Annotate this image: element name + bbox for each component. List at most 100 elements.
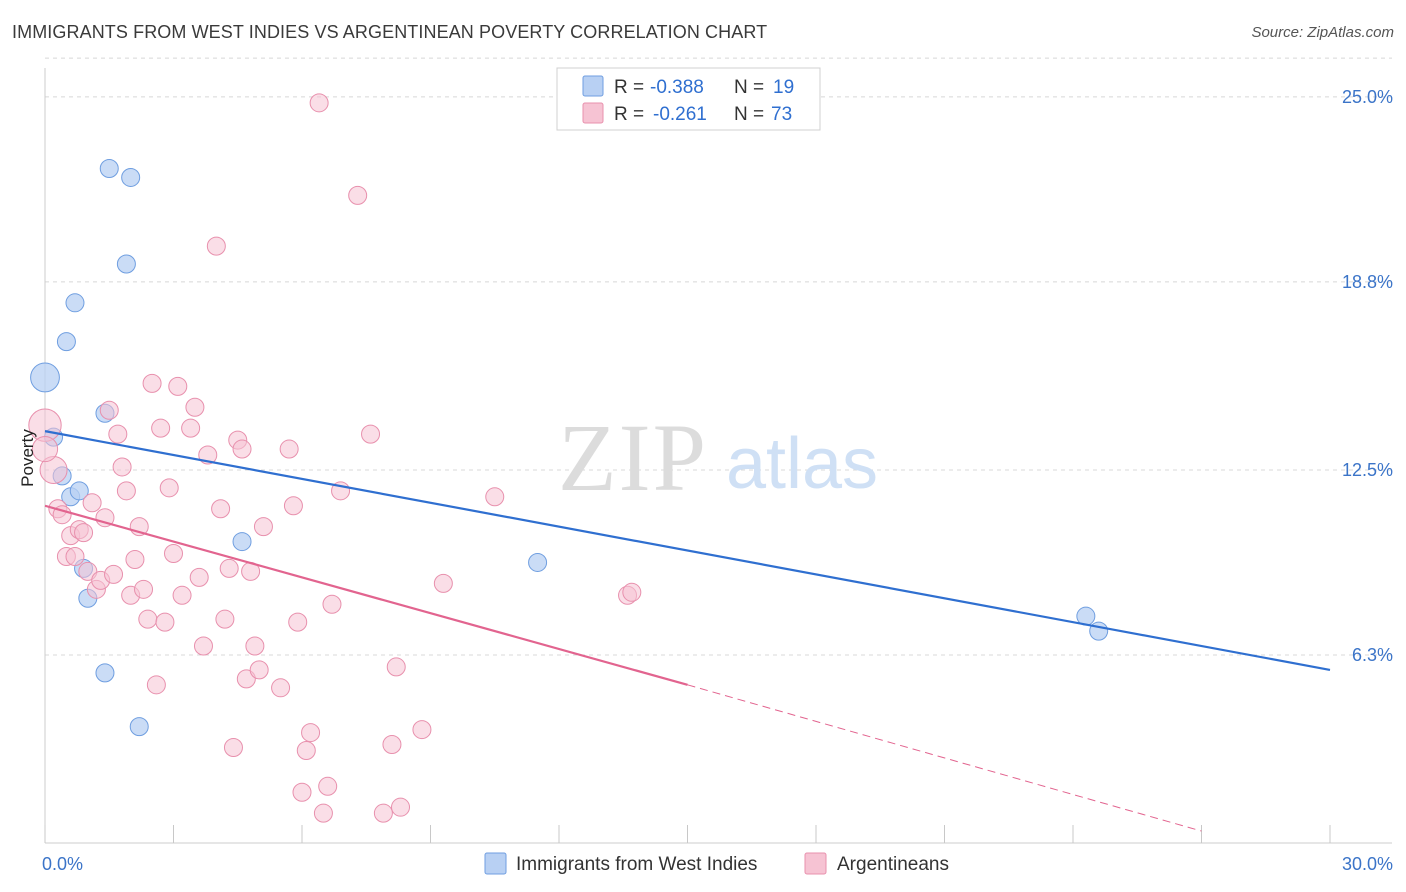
legend-n-value-1: 19	[773, 77, 794, 98]
west-indies-point-6	[69, 481, 89, 501]
west-indies-point-0	[30, 362, 60, 393]
bottom-legend-swatch-blue	[484, 852, 507, 875]
argentineans-point-38	[206, 236, 226, 256]
argentineans-point-40	[215, 609, 235, 629]
argentineans-point-44	[232, 439, 252, 459]
argentineans-point-36	[193, 636, 213, 656]
argentineans-point-39	[211, 499, 231, 519]
trend-layer	[44, 430, 1331, 832]
argentineans-point-34	[185, 397, 205, 417]
argentineans-point-15	[99, 400, 119, 420]
argentineans-point-19	[116, 481, 136, 501]
legend-n-label-1: N =	[734, 77, 764, 98]
argentineans-point-35	[189, 567, 209, 587]
argentineans-point-21	[125, 549, 145, 569]
bottom-legend-swatch-pink	[804, 852, 827, 875]
argentineans-point-28	[155, 612, 175, 632]
argentineans-point-59	[318, 776, 338, 796]
west-indies-point-11	[99, 159, 119, 179]
argentineans-point-52	[283, 496, 303, 516]
argentineans-point-68	[412, 720, 432, 740]
axes-layer: 25.0% 18.8% 12.5% 6.3% 0.0% 30.0%	[42, 68, 1393, 874]
argentineans-point-30	[164, 544, 183, 564]
argentineans-point-53	[288, 612, 308, 632]
legend-r-value-2: -0.261	[653, 104, 707, 125]
legend-r-label-2: R =	[614, 104, 644, 125]
watermark-atlas: atlas	[726, 424, 878, 504]
legend-n-value-2: 73	[771, 104, 792, 125]
legend-bottom: Immigrants from West Indies Argentineans	[484, 852, 949, 875]
argentineans-point-48	[249, 660, 269, 680]
y-tick-label-1: 18.8%	[1342, 272, 1393, 292]
bottom-legend-label-pink: Argentineans	[837, 854, 949, 875]
legend-swatch-blue	[582, 75, 604, 97]
argentineans-point-26	[146, 675, 166, 695]
west-indies-point-13	[129, 717, 149, 737]
west-indies-point-3	[56, 332, 76, 352]
argentineans-point-24	[138, 609, 158, 629]
x-tick-label-0: 0.0%	[42, 854, 83, 874]
argentineans-point-50	[271, 678, 291, 698]
x-tick-label-1: 30.0%	[1342, 854, 1393, 874]
legend-r-label-1: R =	[614, 77, 644, 98]
chart-source: Source: ZipAtlas.com	[1251, 24, 1394, 41]
watermark-zip: ZIP	[558, 404, 708, 511]
argentineans-point-27	[151, 418, 171, 438]
argentineans-point-49	[253, 517, 273, 537]
argentineans-trend-line	[44, 504, 688, 686]
argentineans-point-69	[433, 573, 453, 593]
argentineans-point-70	[485, 487, 505, 507]
y-tick-label-2: 12.5%	[1342, 460, 1393, 480]
grid-layer	[45, 57, 1392, 656]
argentineans-point-63	[361, 424, 381, 444]
bottom-legend-label-blue: Immigrants from West Indies	[516, 854, 757, 875]
argentineans-point-11	[82, 493, 102, 513]
west-indies-point-12	[116, 254, 136, 274]
argentineans-point-16	[104, 564, 124, 584]
argentineans-point-60	[322, 594, 342, 614]
west-indies-point-10	[95, 663, 115, 683]
argentineans-point-58	[313, 803, 333, 823]
argentineans-point-31	[168, 376, 188, 396]
argentineans-point-9	[74, 523, 94, 543]
argentineans-trend-extension	[687, 684, 1202, 832]
y-axis-label: Poverty	[18, 429, 37, 487]
argentineans-point-2	[31, 435, 59, 463]
argentineans-point-29	[159, 478, 179, 498]
argentineans-point-25	[142, 373, 162, 393]
argentineans-point-17	[108, 424, 128, 444]
argentineans-point-54	[292, 782, 312, 802]
argentineans-point-32	[172, 585, 192, 605]
argentineans-point-23	[134, 579, 154, 599]
argentineans-point-67	[391, 797, 411, 817]
argentineans-point-7	[65, 546, 85, 566]
legend-swatch-pink	[582, 102, 604, 124]
watermark: ZIP atlas	[558, 404, 878, 511]
argentineans-point-41	[219, 558, 239, 578]
points-layer	[28, 93, 1109, 823]
west-indies-trend-line	[44, 430, 1331, 671]
legend-top: R = -0.388 N = 19 R = -0.261 N = 73	[556, 67, 821, 131]
argentineans-point-57	[309, 93, 329, 113]
argentineans-point-65	[382, 735, 402, 755]
argentineans-point-56	[301, 723, 321, 743]
argentineans-point-55	[296, 740, 316, 760]
argentineans-point-33	[181, 418, 201, 438]
argentineans-point-18	[112, 457, 132, 477]
chart-title: IMMIGRANTS FROM WEST INDIES VS ARGENTINE…	[12, 22, 768, 42]
legend-r-value-1: -0.388	[650, 77, 704, 98]
west-indies-point-5	[65, 293, 85, 313]
argentineans-point-72	[622, 582, 642, 602]
argentineans-point-64	[373, 803, 393, 823]
legend-n-label-2: N =	[734, 104, 764, 125]
argentineans-point-51	[279, 439, 299, 459]
y-tick-label-0: 25.0%	[1342, 87, 1393, 107]
argentineans-point-47	[245, 636, 265, 656]
west-indies-point-15	[232, 532, 252, 552]
west-indies-point-14	[121, 167, 141, 187]
argentineans-point-66	[386, 657, 406, 677]
west-indies-point-16	[528, 552, 548, 572]
argentineans-point-62	[348, 185, 368, 205]
argentineans-point-42	[223, 737, 243, 757]
